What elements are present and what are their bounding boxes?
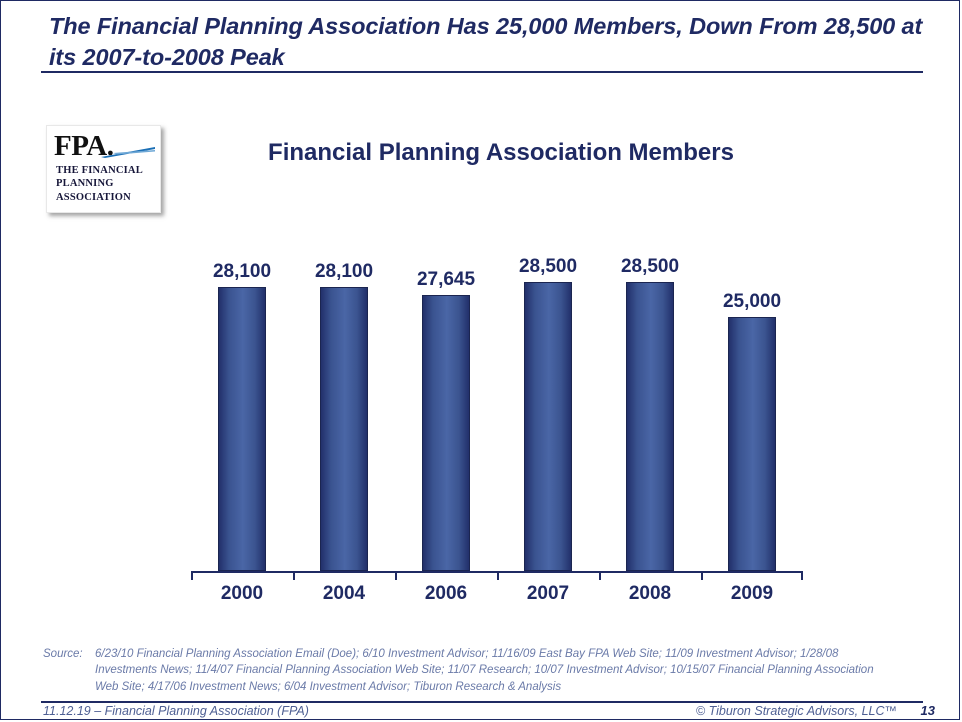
- bar-item: 27,645: [395, 251, 497, 571]
- axis-category-label: 2004: [322, 583, 366, 604]
- bar-rect: [422, 295, 470, 571]
- fpa-logo: FPA. THE FINANCIAL PLANNING ASSOCIATION: [46, 125, 161, 213]
- bar-item: 28,500: [497, 251, 599, 571]
- footer-left-text: 11.12.19 – Financial Planning Associatio…: [43, 704, 309, 718]
- axis-category-label: 2009: [730, 583, 774, 604]
- page-number: 13: [920, 703, 935, 718]
- x-axis-labels: 2000 2004 2006 2007 2008 2009: [191, 583, 803, 605]
- source-line-3: Web Site; 4/17/06 Investment News; 6/04 …: [95, 680, 562, 693]
- bar-rect: [524, 282, 572, 571]
- bar-value-label: 28,500: [518, 256, 578, 277]
- bar-value-label: 28,100: [314, 261, 374, 282]
- fpa-logo-wordmark: THE FINANCIAL PLANNING ASSOCIATION: [56, 165, 143, 203]
- source-line-1: 6/23/10 Financial Planning Association E…: [95, 648, 839, 660]
- bar-item: 28,100: [191, 251, 293, 571]
- bar-series: 28,100 28,100 27,645 28,500 28,500 25,00…: [191, 251, 803, 571]
- bar-rect: [218, 287, 266, 571]
- bar-value-label: 28,100: [212, 261, 272, 282]
- swoosh-icon: [101, 147, 155, 158]
- axis-category-label: 2008: [628, 583, 672, 604]
- bar-item: 28,100: [293, 251, 395, 571]
- bar-rect: [626, 282, 674, 571]
- axis-tick: [191, 571, 193, 580]
- axis-tick: [801, 571, 803, 580]
- axis-tick: [293, 571, 295, 580]
- bar-rect: [728, 317, 776, 571]
- axis-category-label: 2007: [526, 583, 570, 604]
- page-title: The Financial Planning Association Has 2…: [49, 13, 923, 71]
- footer-copyright: © Tiburon Strategic Advisors, LLC™: [695, 704, 897, 718]
- axis-category-label: 2006: [424, 583, 468, 604]
- title-divider: [41, 71, 923, 73]
- source-label: Source:: [43, 648, 83, 660]
- bar-value-label: 25,000: [722, 291, 782, 312]
- axis-tick: [395, 571, 397, 580]
- bar-value-label: 28,500: [620, 256, 680, 277]
- bar-value-label: 27,645: [416, 269, 476, 290]
- source-note: Source: 6/23/10 Financial Planning Associ…: [43, 646, 933, 695]
- source-line-2: Investments News; 11/4/07 Financial Plan…: [95, 664, 874, 677]
- bar-rect: [320, 287, 368, 571]
- axis-tick: [497, 571, 499, 580]
- chart-title: Financial Planning Association Members: [268, 139, 734, 166]
- footer-divider: [41, 701, 923, 703]
- bar-item: 28,500: [599, 251, 701, 571]
- bar-chart: 28,100 28,100 27,645 28,500 28,500 25,00…: [191, 251, 803, 604]
- axis-tick: [701, 571, 703, 580]
- axis-tick: [599, 571, 601, 580]
- axis-category-label: 2000: [220, 583, 264, 604]
- bar-item: 25,000: [701, 251, 803, 571]
